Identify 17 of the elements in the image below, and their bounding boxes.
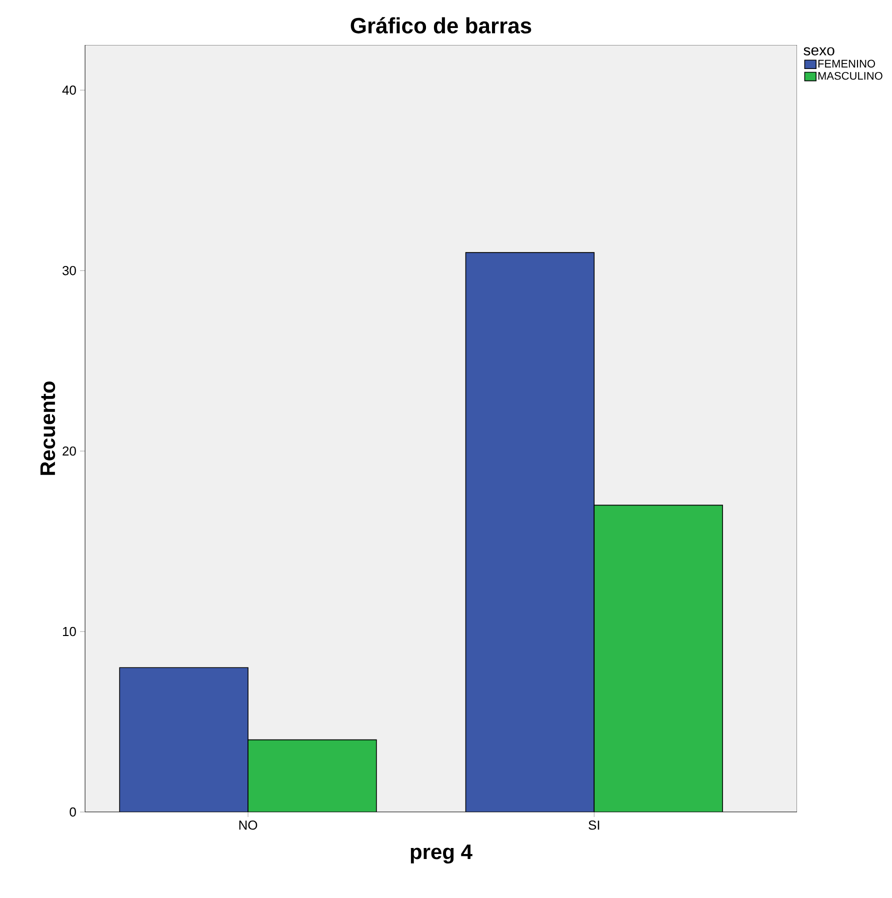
y-tick-label: 20 — [62, 446, 76, 456]
legend-label: MASCULINO — [818, 72, 882, 80]
legend-label: FEMENINO — [818, 60, 876, 68]
chart-title: Gráfico de barras — [350, 17, 532, 34]
bar — [119, 667, 248, 812]
x-axis-title: preg 4 — [410, 844, 472, 864]
x-tick-label: NO — [239, 820, 258, 830]
y-axis-title: Recuento — [40, 381, 56, 475]
x-tick-label: SI — [588, 820, 600, 830]
bar — [248, 739, 377, 812]
y-tick-label: 40 — [62, 86, 76, 95]
y-tick-label: 10 — [62, 626, 76, 636]
bar — [465, 252, 595, 812]
bar — [594, 504, 723, 812]
legend-title: sexo — [804, 47, 834, 56]
y-tick-label: 0 — [70, 807, 76, 817]
y-tick-label: 30 — [62, 266, 76, 276]
